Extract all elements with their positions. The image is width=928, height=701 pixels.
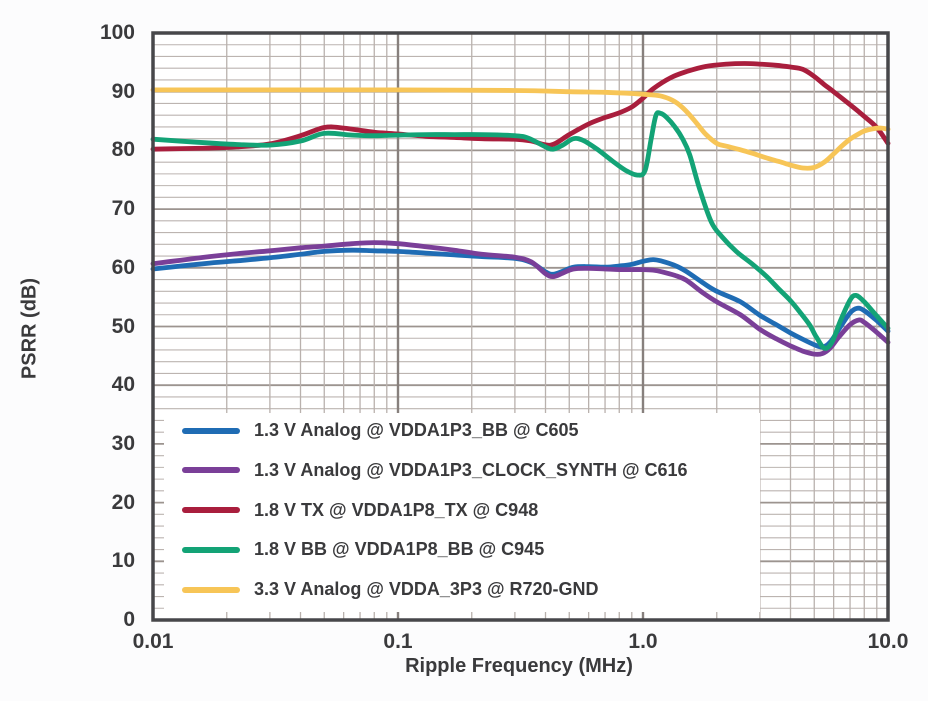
y-tick-label: 50 <box>111 314 135 338</box>
legend-label: 1.3 V Analog @ VDDA1P3_CLOCK_SYNTH @ C61… <box>254 459 688 480</box>
series-layer <box>150 61 891 357</box>
x-tick-label: 0.01 <box>132 630 174 653</box>
plot-border <box>151 31 890 622</box>
chart-legend: 1.3 V Analog @ VDDA1P3_BB @ C605 1.3 V A… <box>164 413 760 612</box>
y-tick-label: 40 <box>111 373 135 397</box>
legend-label: 3.3 V Analog @ VDDA_3P3 @ R720-GND <box>254 579 599 599</box>
x-tick-label: 0.1 <box>383 630 413 653</box>
y-tick-label: 70 <box>111 197 135 221</box>
legend-label: 1.3 V Analog @ VDDA1P3_BB @ C605 <box>254 420 579 440</box>
y-tick-label: 30 <box>111 431 135 455</box>
y-axis-title: PSRR (dB) <box>18 277 41 380</box>
series-line <box>150 61 891 152</box>
legend-item: 1.8 V TX @ VDDA1P8_TX @ C948 <box>164 500 760 521</box>
legend-item: 3.3 V Analog @ VDDA_3P3 @ R720-GND <box>164 579 760 600</box>
y-tick-label: 100 <box>99 21 135 44</box>
x-tick-label: 10.0 <box>867 630 909 653</box>
legend-swatch-green <box>182 546 240 553</box>
y-tick-label: 20 <box>111 490 135 514</box>
legend-label: 1.8 V TX @ VDDA1P8_TX @ C948 <box>254 499 539 520</box>
legend-swatch-purple <box>182 467 240 474</box>
series-line <box>150 110 891 351</box>
y-tick-label: 90 <box>111 79 135 103</box>
series-line <box>150 87 891 171</box>
y-tick-label: 60 <box>111 255 135 279</box>
legend-swatch-blue <box>182 427 240 434</box>
x-axis-title: Ripple Frequency (MHz) <box>405 655 633 677</box>
legend-swatch-red <box>182 507 240 513</box>
y-tick-label: 0 <box>123 608 135 631</box>
legend-label: 1.8 V BB @ VDDA1P8_BB @ C945 <box>254 539 545 560</box>
y-tick-label: 10 <box>111 549 135 573</box>
series-line <box>150 240 891 357</box>
y-tick-label: 80 <box>111 138 135 162</box>
legend-swatch-yellow <box>182 586 240 593</box>
legend-item: 1.3 V Analog @ VDDA1P3_CLOCK_SYNTH @ C61… <box>164 460 760 481</box>
legend-item: 1.8 V BB @ VDDA1P8_BB @ C945 <box>164 539 760 560</box>
legend-item: 1.3 V Analog @ VDDA1P3_BB @ C605 <box>164 420 760 441</box>
x-tick-label: 1.0 <box>628 630 658 653</box>
